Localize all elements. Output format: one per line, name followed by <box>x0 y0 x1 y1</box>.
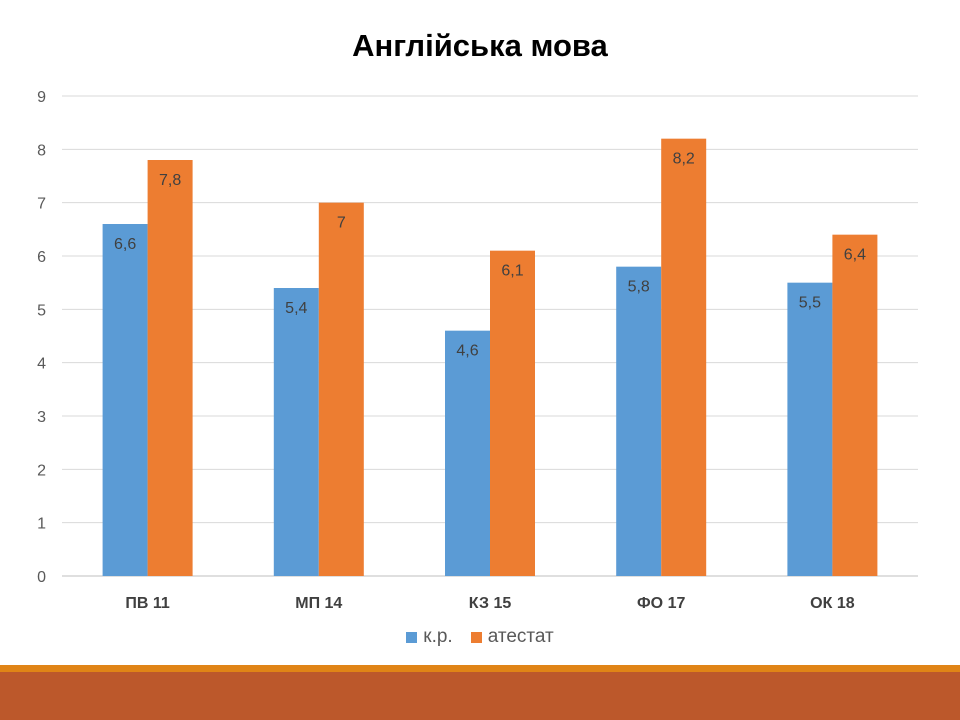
data-label: 8,2 <box>673 151 695 168</box>
legend-label-atestat: атестат <box>487 626 554 647</box>
footer-strip <box>0 665 960 672</box>
data-label: 6,1 <box>501 263 523 280</box>
data-label: 5,5 <box>799 295 821 312</box>
data-label: 4,6 <box>456 343 478 360</box>
bar <box>832 234 878 576</box>
legend-item-atestat: атестат <box>470 626 554 648</box>
legend-item-kr: к.р. <box>406 626 453 648</box>
x-tick-label: МП 14 <box>295 595 342 612</box>
x-tick-label: КЗ 15 <box>469 595 512 612</box>
y-tick-label: 2 <box>37 462 46 479</box>
legend-swatch-kr <box>406 631 418 643</box>
y-tick-label: 4 <box>37 356 46 373</box>
bar <box>445 330 490 576</box>
bar <box>147 160 193 576</box>
y-tick-label: 8 <box>37 142 46 159</box>
legend-swatch-atestat <box>470 631 482 643</box>
bar <box>318 202 364 576</box>
y-tick-label: 0 <box>37 569 46 586</box>
data-label: 7,8 <box>159 172 181 189</box>
bar <box>102 224 148 576</box>
data-label: 6,6 <box>114 236 136 253</box>
x-tick-label: ФО 17 <box>637 595 685 612</box>
data-label: 5,4 <box>285 300 307 317</box>
y-tick-label: 1 <box>37 516 46 533</box>
data-label: 6,4 <box>844 247 866 264</box>
legend-label-kr: к.р. <box>423 626 453 647</box>
y-tick-label: 3 <box>37 409 46 426</box>
legend: к.р. атестат <box>0 626 960 648</box>
data-label: 5,8 <box>628 279 650 296</box>
bar-chart: 0 1 2 3 4 5 6 7 8 9 6,6 7,8 ПВ 11 5,4 7 МП 14 4,6 6,1 КЗ 1… <box>37 89 918 612</box>
x-tick-label: ПВ 11 <box>125 595 170 612</box>
x-tick-label: ОК 18 <box>810 595 855 612</box>
y-tick-label: 6 <box>37 249 46 266</box>
y-tick-label: 5 <box>37 302 46 319</box>
bar <box>661 138 707 576</box>
y-tick-label: 9 <box>37 89 46 106</box>
data-label: 7 <box>337 215 346 232</box>
bar <box>787 282 833 576</box>
y-tick-label: 7 <box>37 196 46 213</box>
bar <box>616 266 662 576</box>
chart-title: Англійська мова <box>352 28 608 63</box>
bar <box>273 288 319 576</box>
footer-bar <box>0 672 960 720</box>
bar <box>490 250 535 576</box>
